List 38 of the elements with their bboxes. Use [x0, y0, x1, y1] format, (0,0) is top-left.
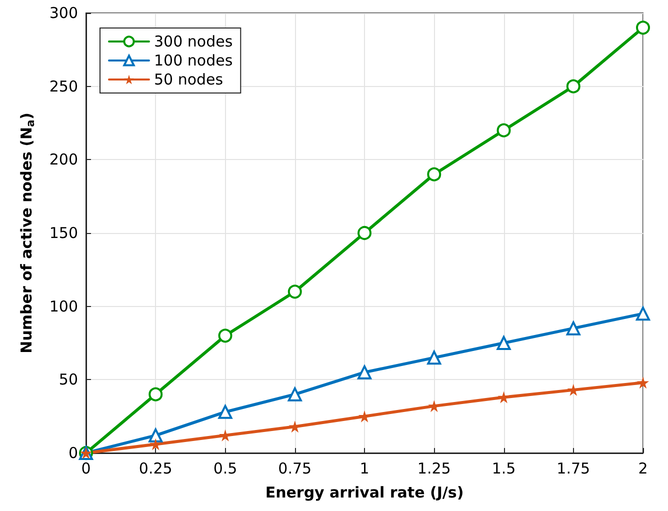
point [636, 20, 650, 35]
x-tick-label: 0.25 [138, 460, 172, 478]
y-axis-title: Number of active nodes (Na) [18, 112, 37, 354]
point [218, 404, 232, 419]
x-axis-title: Energy arrival rate (J/s) [265, 484, 464, 502]
y-tick-label: 100 [49, 297, 78, 316]
point [637, 376, 649, 389]
y-tick-label: 250 [49, 77, 78, 96]
x-tick-label: 0 [81, 460, 91, 478]
legend-label: 300 nodes [154, 32, 233, 50]
point [358, 226, 372, 240]
y-tick-label: 0 [68, 444, 78, 462]
point [636, 306, 650, 321]
point [358, 365, 372, 380]
point [496, 123, 511, 138]
x-tick-label: 1.5 [492, 460, 516, 478]
y-tick-label: 50 [58, 370, 78, 389]
x-tick-label: 2 [638, 460, 648, 478]
x-tick-label: 0.75 [278, 460, 312, 478]
point [566, 321, 580, 336]
legend-label: 100 nodes [154, 52, 233, 70]
x-tick-label: 1 [360, 460, 370, 478]
x-tick-label: 1.75 [556, 460, 590, 478]
point [218, 328, 232, 343]
y-tick-label: 300 [49, 4, 78, 22]
legend-label: 50 nodes [154, 70, 224, 88]
y-tick-label: 150 [49, 224, 78, 242]
point [427, 167, 442, 182]
point [496, 336, 511, 350]
point [566, 79, 580, 94]
point [148, 387, 163, 402]
x-tick-label: 1.25 [417, 460, 451, 478]
point [427, 350, 442, 365]
point [148, 428, 163, 442]
y-tick-label: 200 [49, 150, 78, 169]
x-tick-label: 0.5 [213, 460, 238, 478]
point [288, 387, 302, 402]
point [288, 284, 302, 299]
